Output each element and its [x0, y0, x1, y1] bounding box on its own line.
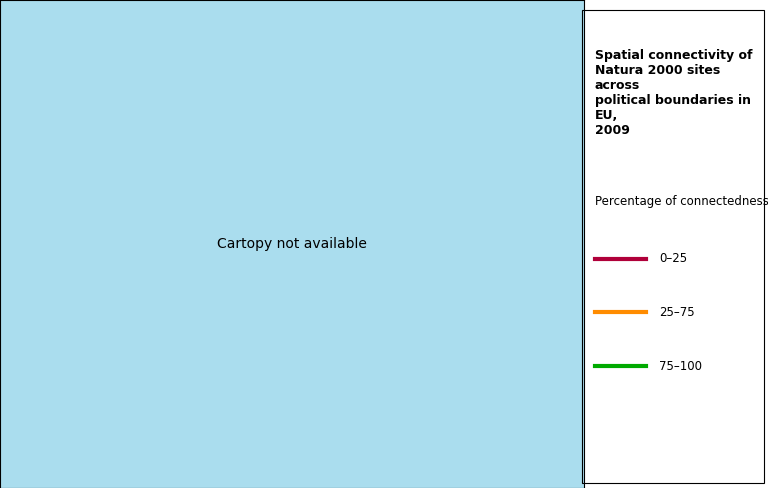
Text: 75–100: 75–100 — [659, 360, 702, 372]
Text: Percentage of connectedness: Percentage of connectedness — [595, 195, 768, 208]
Text: Spatial connectivity of
Natura 2000 sites across
political boundaries in EU,
200: Spatial connectivity of Natura 2000 site… — [595, 49, 753, 137]
Text: Cartopy not available: Cartopy not available — [217, 237, 367, 251]
Text: 0–25: 0–25 — [659, 252, 687, 265]
Text: 25–75: 25–75 — [659, 306, 694, 319]
